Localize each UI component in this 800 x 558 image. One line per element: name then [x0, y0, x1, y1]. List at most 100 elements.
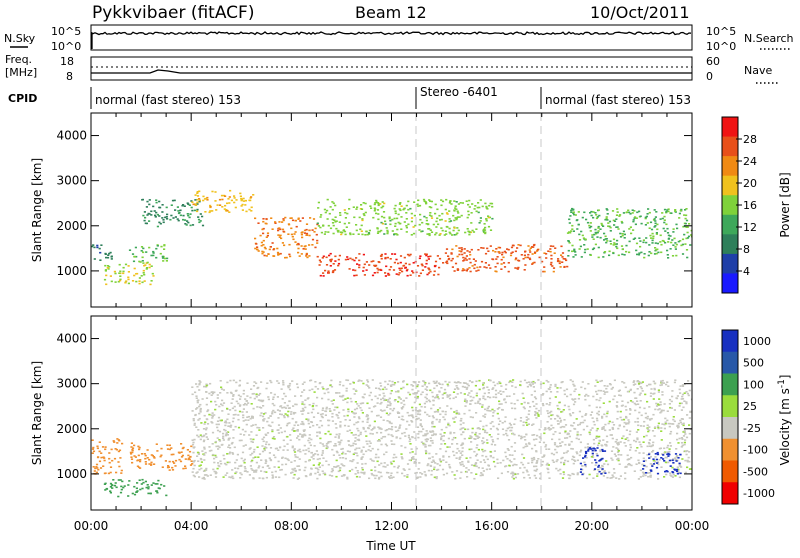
range-gate-cell: [679, 421, 682, 424]
range-gate-cell: [384, 275, 387, 277]
range-gate-cell: [370, 472, 373, 475]
range-gate-cell: [477, 202, 480, 204]
range-gate-cell: [565, 451, 568, 454]
range-gate-cell: [362, 446, 365, 448]
range-gate-cell: [367, 232, 371, 234]
range-gate-cell: [213, 457, 216, 460]
range-gate-cell: [211, 210, 214, 212]
range-gate-cell: [601, 444, 604, 447]
range-gate-cell: [642, 475, 645, 477]
range-gate-cell: [428, 228, 431, 230]
range-gate-cell: [482, 229, 485, 231]
range-gate-cell: [419, 272, 422, 275]
power-colorbar-tick-label: 8: [743, 243, 750, 256]
range-gate-cell: [482, 231, 486, 234]
range-gate-cell: [639, 215, 642, 218]
range-gate-cell: [463, 412, 466, 415]
range-gate-cell: [350, 432, 353, 434]
range-gate-cell: [508, 426, 511, 429]
range-gate-cell: [599, 228, 602, 230]
range-gate-cell: [461, 385, 464, 388]
range-gate-cell: [638, 380, 641, 383]
range-gate-cell: [316, 467, 319, 470]
range-gate-cell: [272, 454, 276, 456]
range-gate-cell: [151, 272, 154, 275]
range-gate-cell: [614, 441, 617, 443]
range-gate-cell: [144, 463, 148, 465]
range-gate-cell: [218, 439, 221, 441]
range-gate-cell: [651, 444, 654, 446]
range-gate-cell: [451, 234, 454, 236]
range-gate-cell: [353, 412, 356, 415]
range-gate-cell: [643, 472, 646, 474]
range-gate-cell: [408, 459, 411, 461]
range-gate-cell: [430, 231, 434, 233]
range-gate-cell: [100, 456, 103, 459]
velocity-colorbar-tick-label: 500: [743, 357, 764, 370]
range-gate-cell: [401, 432, 404, 435]
range-gate-cell: [396, 471, 399, 474]
range-gate-cell: [265, 387, 268, 390]
range-gate-cell: [514, 386, 517, 389]
range-gate-cell: [222, 437, 225, 439]
time-tick-label: 08:00: [274, 519, 309, 533]
range-gate-cell: [184, 465, 187, 467]
range-gate-cell: [259, 414, 262, 417]
range-gate-cell: [460, 427, 463, 430]
range-gate-cell: [504, 388, 508, 390]
range-gate-cell: [118, 449, 122, 452]
range-gate-cell: [424, 445, 427, 448]
range-gate-cell: [384, 380, 387, 383]
range-gate-cell: [647, 430, 650, 433]
range-gate-cell: [142, 272, 145, 274]
range-gate-cell: [533, 390, 536, 393]
range-gate-cell: [627, 422, 630, 425]
range-gate-cell: [445, 248, 449, 250]
range-gate-cell: [452, 450, 455, 453]
freq-trace: [91, 69, 692, 74]
range-gate-cell: [620, 245, 624, 247]
range-gate-cell: [527, 462, 530, 464]
range-gate-cell: [663, 208, 667, 211]
range-gate-cell: [371, 459, 374, 462]
range-gate-cell: [286, 404, 289, 407]
range-gate-cell: [513, 442, 517, 444]
range-gate-cell: [577, 223, 580, 226]
range-gate-cell: [450, 203, 453, 205]
range-gate-cell: [481, 205, 484, 208]
range-gate-cell: [279, 413, 282, 415]
range-gate-cell: [471, 431, 474, 434]
range-gate-cell: [354, 269, 357, 272]
range-gate-cell: [398, 208, 401, 210]
range-gate-cell: [296, 243, 299, 246]
range-gate-cell: [640, 382, 643, 384]
range-gate-cell: [595, 232, 598, 235]
range-gate-cell: [426, 233, 429, 235]
range-gate-cell: [346, 212, 349, 215]
range-gate-cell: [647, 472, 650, 474]
range-gate-cell: [582, 428, 585, 431]
range-gate-cell: [337, 262, 341, 265]
range-gate-cell: [348, 450, 351, 453]
range-gate-cell: [506, 427, 509, 430]
range-gate-cell: [469, 435, 472, 437]
range-gate-cell: [420, 425, 423, 428]
range-gate-cell: [617, 441, 620, 444]
range-gate-cell: [117, 280, 120, 283]
range-gate-cell: [152, 252, 155, 254]
power-colorbar-tick-label: 24: [743, 155, 757, 168]
range-gate-cell: [136, 482, 139, 484]
range-gate-cell: [203, 459, 206, 461]
range-gate-cell: [486, 386, 489, 388]
range-gate-cell: [390, 463, 393, 465]
range-gate-cell: [256, 406, 259, 408]
range-gate-cell: [560, 245, 563, 248]
range-gate-cell: [361, 456, 364, 458]
range-gate-cell: [582, 457, 585, 459]
range-gate-cell: [599, 380, 602, 383]
range-gate-cell: [216, 394, 219, 396]
range-gate-cell: [322, 445, 325, 447]
range-gate-cell: [210, 421, 213, 423]
range-gate-cell: [482, 428, 485, 431]
